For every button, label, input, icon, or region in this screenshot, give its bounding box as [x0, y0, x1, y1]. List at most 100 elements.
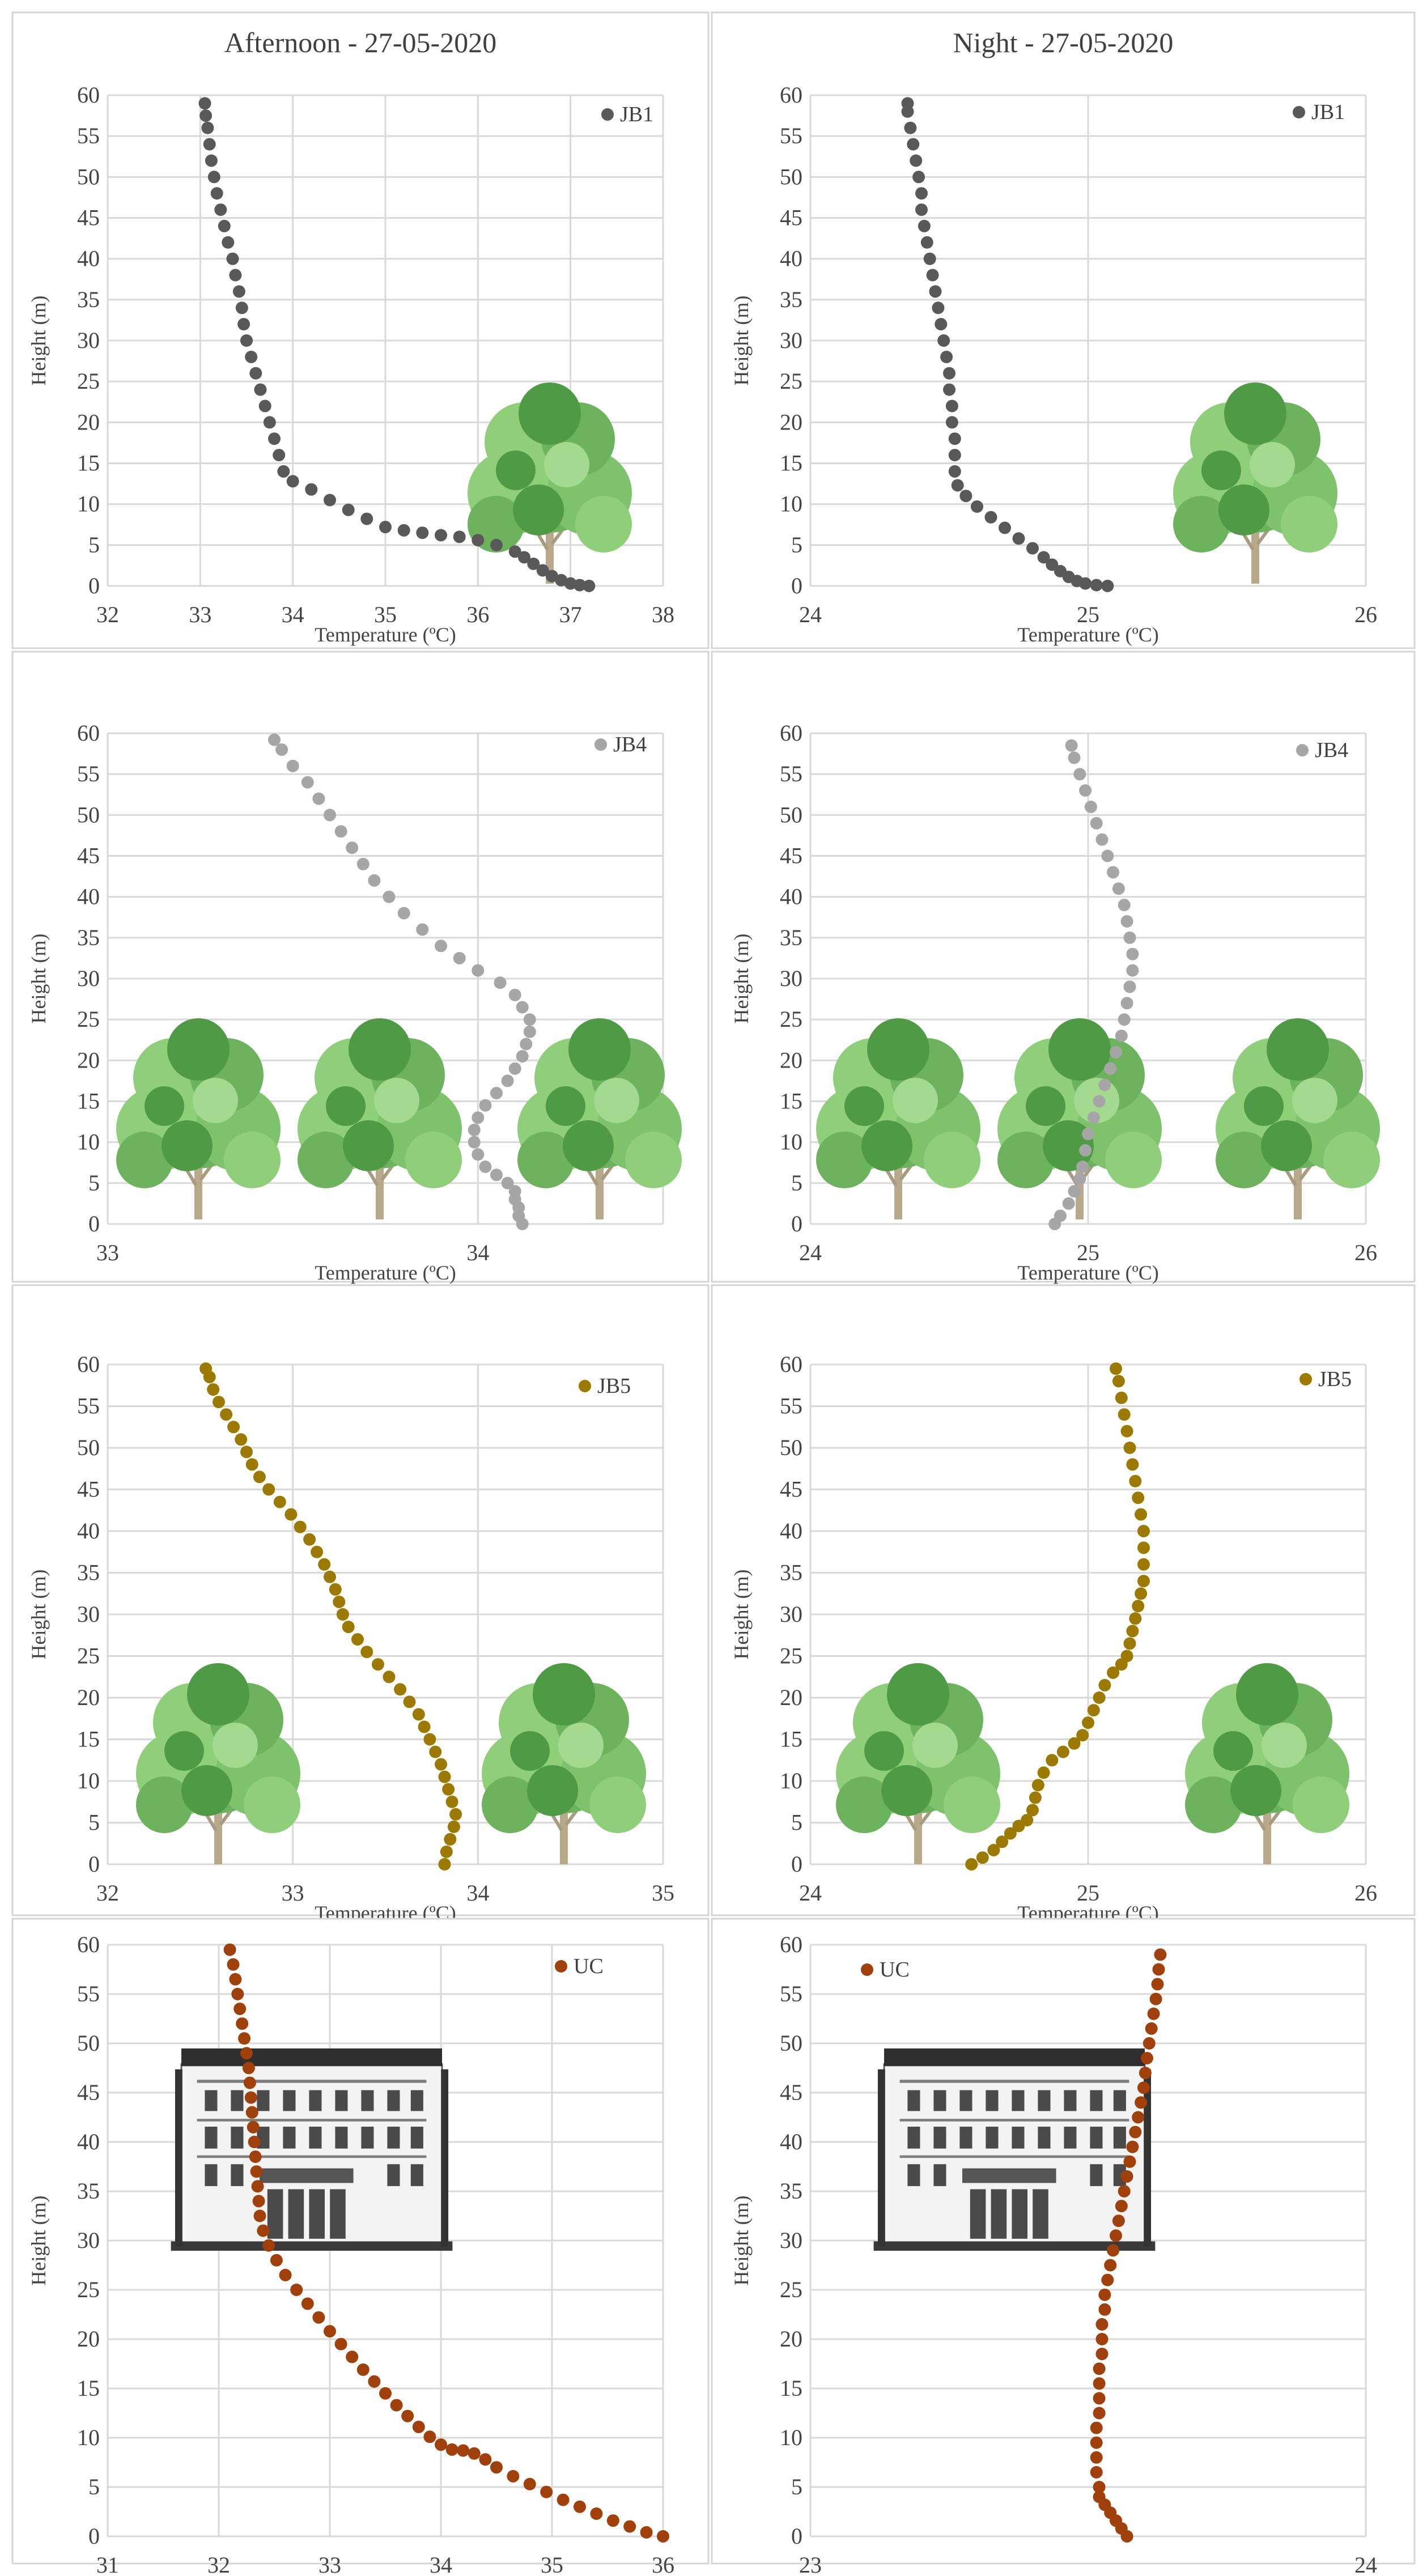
- data-point-uc: [640, 2526, 653, 2539]
- data-point-uc: [1095, 2333, 1109, 2345]
- data-point-uc: [1154, 1948, 1167, 1961]
- y-tick-label: 15: [780, 2375, 802, 2401]
- data-point-uc: [1115, 2200, 1128, 2213]
- data-point-jb5: [324, 1570, 336, 1583]
- data-point-jb4: [1087, 1111, 1100, 1124]
- data-point-jb5: [1112, 1375, 1125, 1388]
- data-point-jb5: [1026, 1804, 1039, 1817]
- legend-label: JB1: [620, 103, 653, 126]
- data-point-jb5: [1046, 1754, 1059, 1767]
- legend-label: JB4: [613, 733, 647, 756]
- data-point-jb5: [383, 1670, 396, 1684]
- data-point-jb4: [479, 1099, 492, 1112]
- data-point-jb5: [442, 1783, 455, 1796]
- data-point-jb4: [346, 841, 359, 855]
- data-point-uc: [233, 2003, 247, 2016]
- data-point-jb5: [1123, 1442, 1136, 1454]
- data-point-jb4: [324, 809, 336, 822]
- data-point-jb5: [235, 1433, 248, 1446]
- data-point-jb1: [273, 449, 286, 462]
- y-tick-label: 30: [77, 1601, 100, 1627]
- legend-marker: [861, 1963, 873, 1976]
- y-tick-label: 40: [780, 884, 802, 909]
- y-tick-label: 10: [77, 491, 100, 517]
- y-tick-label: 5: [791, 1170, 802, 1196]
- x-tick-label: 24: [799, 1240, 822, 1265]
- x-tick-label: 35: [541, 2552, 563, 2576]
- data-point-jb1: [199, 109, 213, 122]
- data-point-jb5: [1037, 1766, 1050, 1779]
- y-tick-label: 30: [780, 966, 802, 991]
- data-point-uc: [1104, 2259, 1117, 2272]
- data-point-jb1: [245, 350, 258, 363]
- data-point-jb1: [235, 301, 248, 314]
- y-axis-title: Height (m): [27, 1570, 50, 1660]
- data-point-jb1: [923, 252, 936, 265]
- data-point-uc: [1143, 2037, 1156, 2050]
- data-point-jb5: [1093, 1691, 1106, 1704]
- y-tick-label: 45: [77, 2080, 100, 2105]
- data-point-uc: [1093, 2377, 1106, 2390]
- data-point-jb5: [1076, 1729, 1089, 1742]
- data-point-uc: [523, 2477, 536, 2490]
- y-tick-label: 5: [88, 1170, 100, 1196]
- data-point-jb5: [444, 1833, 457, 1846]
- data-point-uc: [1093, 2392, 1106, 2405]
- data-point-jb1: [574, 579, 586, 592]
- data-point-jb5: [351, 1633, 364, 1646]
- legend-marker: [579, 1380, 591, 1392]
- y-tick-label: 10: [780, 2425, 802, 2450]
- data-point-jb1: [360, 512, 373, 525]
- data-point-uc: [252, 2195, 265, 2208]
- y-tick-label: 15: [780, 1089, 802, 1114]
- data-point-jb5: [1132, 1491, 1145, 1504]
- data-point-uc: [1090, 2436, 1103, 2449]
- legend-marker: [1299, 1373, 1312, 1385]
- data-point-uc: [250, 2165, 263, 2178]
- y-tick-label: 50: [77, 2030, 100, 2056]
- data-point-uc: [244, 2091, 257, 2104]
- data-point-jb1: [201, 121, 214, 134]
- data-point-jb5: [207, 1383, 220, 1396]
- panel-title: Afternoon - 27-05-2020: [224, 27, 496, 58]
- data-point-jb4: [508, 1062, 521, 1075]
- data-point-jb4: [1101, 849, 1114, 862]
- data-point-jb5: [447, 1820, 460, 1833]
- data-point-jb5: [1120, 1425, 1133, 1438]
- data-point-jb1: [240, 334, 253, 347]
- data-point-jb4: [435, 940, 447, 953]
- data-point-jb5: [262, 1483, 275, 1496]
- data-point-jb5: [1082, 1716, 1094, 1729]
- y-tick-label: 35: [77, 2178, 100, 2204]
- data-point-uc: [1093, 2481, 1106, 2493]
- y-tick-label: 50: [780, 802, 802, 827]
- y-tick-label: 45: [780, 1477, 802, 1502]
- x-tick-label: 32: [207, 2552, 230, 2576]
- data-point-jb5: [336, 1608, 349, 1621]
- data-point-jb4: [1104, 1062, 1117, 1075]
- y-tick-label: 50: [780, 2030, 802, 2056]
- data-point-jb5: [1123, 1637, 1136, 1650]
- data-point-jb4: [1073, 768, 1086, 781]
- data-point-jb4: [468, 1124, 481, 1136]
- legend-label: UC: [574, 1954, 604, 1978]
- x-tick-label: 26: [1354, 1240, 1377, 1265]
- data-point-jb1: [915, 203, 928, 216]
- data-point-jb5: [1135, 1587, 1148, 1600]
- data-point-jb4: [501, 1074, 514, 1087]
- y-tick-label: 55: [780, 1981, 802, 2007]
- y-tick-label: 45: [77, 205, 100, 231]
- y-tick-label: 20: [780, 1047, 802, 1073]
- x-axis-title: Temperature (ºC): [315, 2574, 456, 2576]
- data-point-jb1: [1101, 580, 1114, 592]
- data-point-jb1: [1046, 558, 1059, 571]
- y-tick-label: 30: [77, 966, 100, 991]
- data-point-uc: [1118, 2185, 1131, 2197]
- data-point-jb4: [472, 1148, 485, 1161]
- data-point-jb1: [226, 252, 239, 265]
- data-point-jb1: [951, 479, 964, 492]
- data-point-uc: [423, 2430, 436, 2443]
